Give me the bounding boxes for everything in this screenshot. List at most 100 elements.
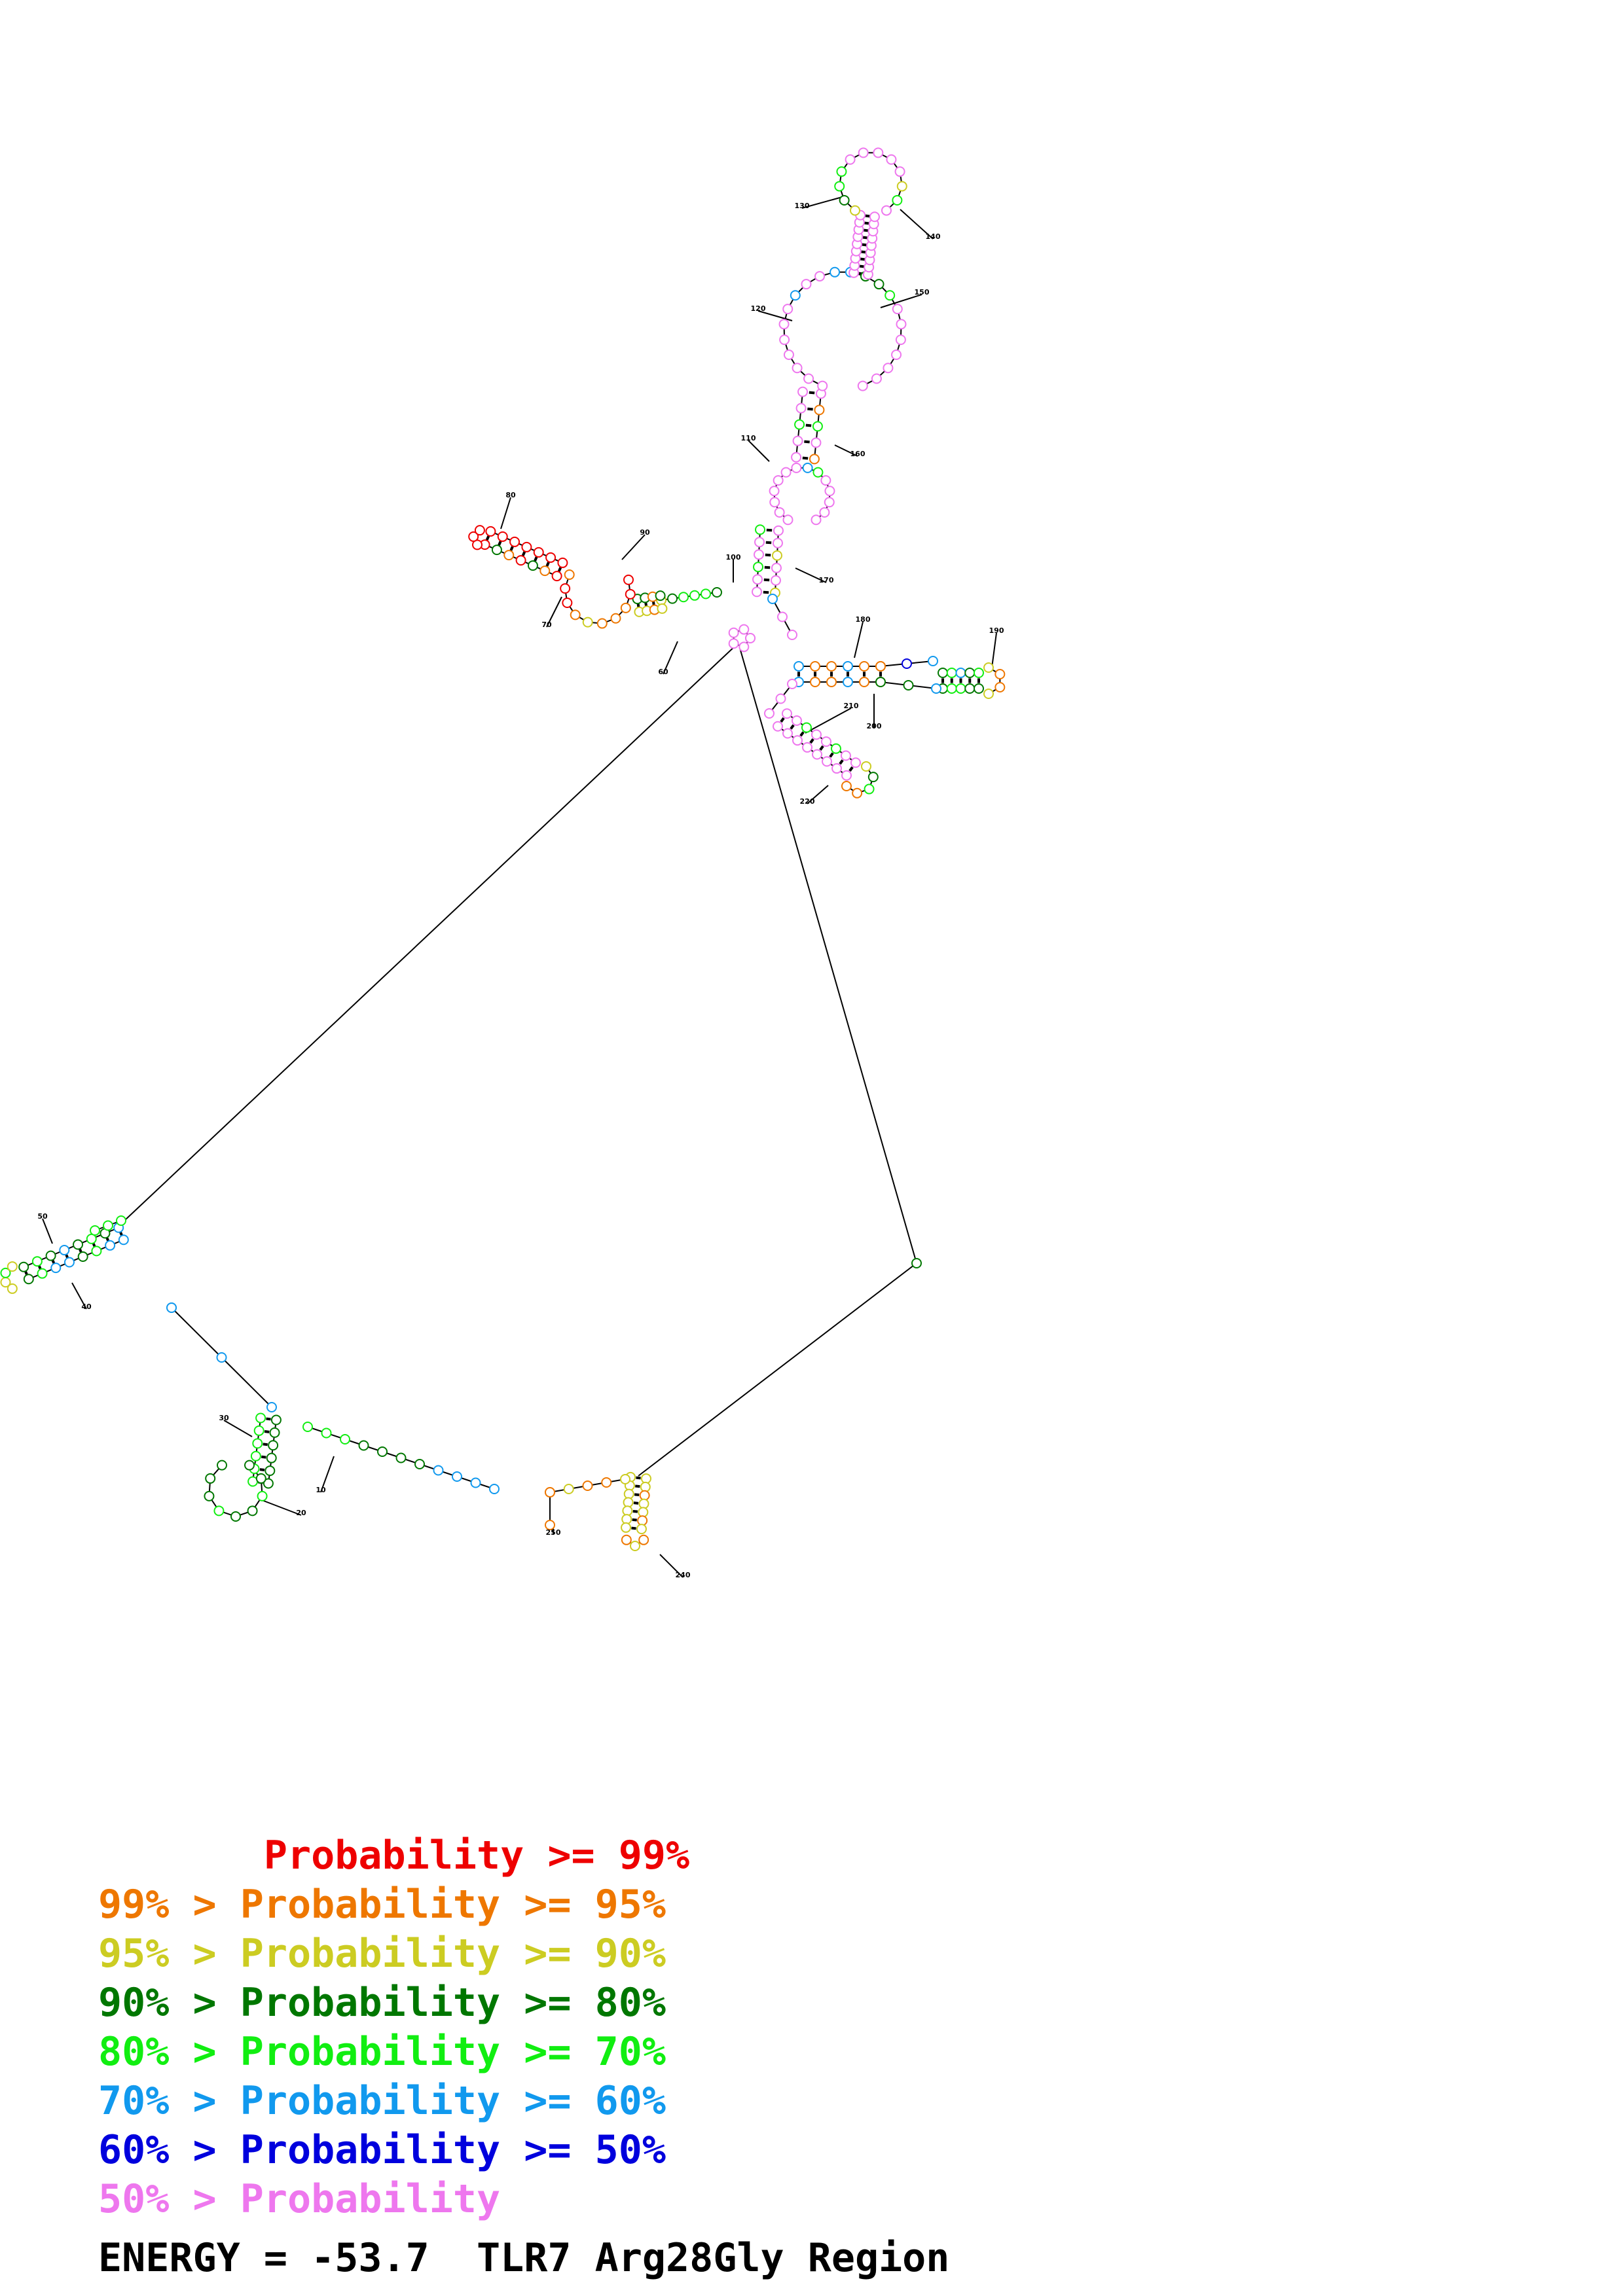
nucleotide	[474, 525, 485, 536]
nucleotide	[0, 1267, 11, 1278]
nucleotide	[845, 154, 856, 165]
nucleotide	[896, 319, 907, 330]
index-label: 210	[844, 702, 859, 710]
nucleotide	[216, 1352, 227, 1363]
nucleotide	[861, 761, 871, 772]
nucleotide	[625, 588, 636, 600]
nucleotide	[812, 421, 823, 432]
nucleotide	[875, 677, 886, 687]
nucleotide	[257, 1490, 268, 1501]
nucleotide	[946, 668, 957, 678]
nucleotide	[781, 708, 792, 719]
nucleotide	[792, 735, 803, 746]
index-label: 240	[676, 1571, 691, 1579]
nucleotide	[964, 668, 976, 678]
nucleotide	[639, 1490, 650, 1501]
nucleotide	[582, 1480, 593, 1491]
nucleotide	[793, 661, 804, 672]
nucleotide	[497, 531, 508, 542]
nucleotide	[869, 211, 880, 223]
nucleotide	[414, 1459, 425, 1469]
nucleotide	[621, 1522, 632, 1533]
nucleotide	[892, 304, 903, 315]
nucleotide	[340, 1434, 350, 1444]
nucleotide	[773, 475, 784, 486]
nucleotide	[840, 750, 851, 761]
nucleotide	[772, 537, 783, 548]
base-pair-bonds	[24, 214, 980, 1530]
nucleotide	[7, 1283, 18, 1294]
nucleotide	[859, 677, 869, 687]
nucleotide	[764, 708, 775, 719]
nucleotide	[489, 1484, 500, 1494]
nucleotide	[18, 1261, 29, 1272]
nucleotide	[657, 603, 668, 614]
nucleotide	[831, 763, 843, 774]
nucleotide	[794, 419, 805, 430]
nucleotide	[701, 588, 711, 600]
nucleotide	[689, 590, 700, 601]
nucleotide	[820, 736, 831, 747]
nucleotide	[787, 679, 797, 689]
nucleotide	[830, 743, 841, 754]
nucleotide	[946, 683, 957, 694]
nucleotide	[881, 205, 892, 216]
nucleotide	[253, 1425, 264, 1436]
nucleotide	[623, 1488, 634, 1499]
nucleotide	[775, 693, 786, 704]
nucleotide	[712, 587, 722, 598]
nucleotide	[268, 1440, 279, 1451]
nucleotide	[892, 194, 903, 206]
nucleotide	[230, 1511, 241, 1522]
legend-line-p70: 80% > Probability >= 70%	[98, 2029, 666, 2075]
nucleotide	[994, 682, 1006, 692]
nucleotide	[485, 526, 496, 537]
nucleotide	[859, 661, 869, 672]
nucleotide	[527, 560, 538, 571]
index-label: 120	[751, 304, 766, 313]
nucleotide	[620, 602, 631, 613]
nucleotide	[873, 147, 884, 158]
nucleotide	[515, 555, 526, 566]
nucleotide	[783, 350, 794, 361]
index-label: 190	[989, 626, 1004, 635]
nucleotide	[801, 279, 812, 290]
nucleotide	[820, 475, 831, 486]
nucleotide	[955, 668, 966, 678]
nucleotide	[782, 304, 793, 315]
nucleotide	[252, 1438, 263, 1449]
nucleotide	[539, 565, 551, 577]
nucleotide	[902, 658, 912, 669]
index-label: 10	[316, 1486, 326, 1494]
nucleotide	[358, 1440, 369, 1451]
nucleotide	[59, 1245, 70, 1256]
nucleotide	[811, 437, 822, 448]
nucleotide	[771, 562, 782, 573]
nucleotide	[931, 683, 941, 694]
nucleotide	[753, 562, 764, 573]
nucleotide	[31, 1256, 43, 1267]
nucleotide	[802, 462, 813, 473]
nucleotide	[780, 467, 792, 478]
nucleotide	[105, 1240, 116, 1251]
legend-line-p99: Probability >= 99%	[98, 1833, 690, 1878]
nucleotide	[50, 1263, 62, 1274]
nucleotide	[739, 641, 750, 653]
rna-secondary-structure: 10 20 30 40 50 60 70 80 90 100 110 120 130 140 150 160 1…	[0, 147, 1006, 1579]
nucleotide	[811, 729, 822, 740]
nucleotide	[811, 514, 822, 526]
nucleotide	[752, 586, 763, 598]
nucleotide	[638, 1534, 649, 1545]
nucleotide	[826, 677, 837, 687]
nucleotide	[103, 1220, 113, 1231]
legend-line-p95: 99% > Probability >= 95%	[98, 1882, 666, 1928]
nucleotide	[911, 1258, 922, 1268]
nucleotide	[864, 783, 875, 795]
nucleotide	[64, 1257, 75, 1268]
index-label: 110	[741, 434, 756, 442]
nucleotide	[983, 662, 994, 673]
nucleotide	[778, 319, 790, 330]
nucleotide	[166, 1302, 177, 1313]
nucleotide	[563, 1484, 574, 1494]
nucleotide	[983, 689, 994, 699]
